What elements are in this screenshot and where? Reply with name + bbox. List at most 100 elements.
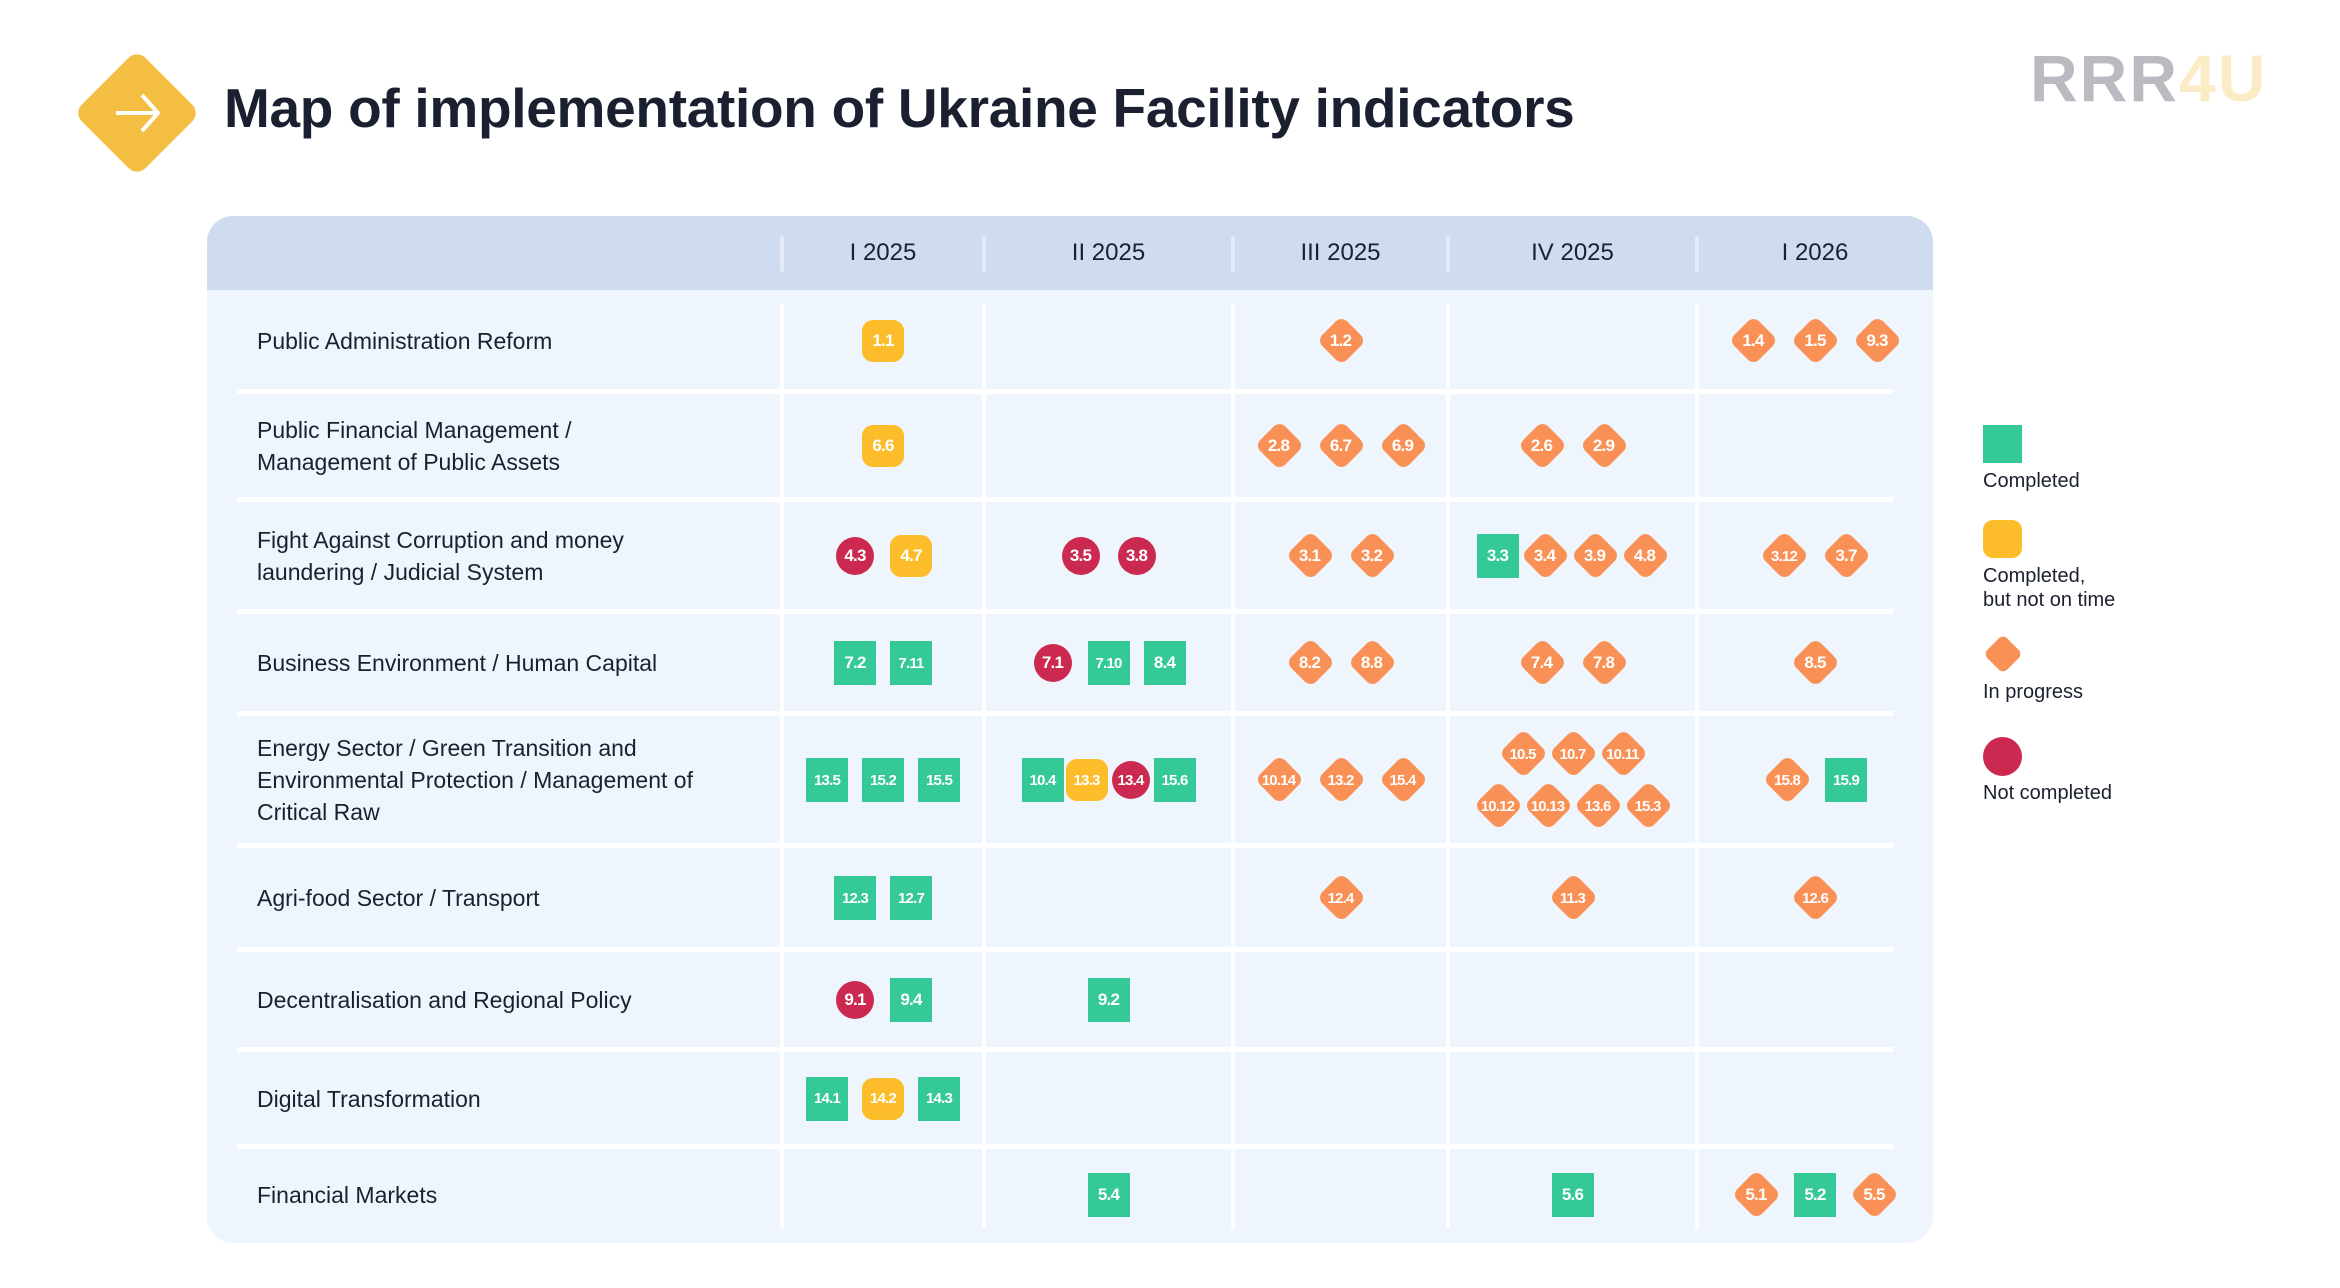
indicator-badge[interactable]: 15.4 [1378,754,1428,806]
status-notdone-marker [1033,644,1072,682]
indicator-badge[interactable]: 15.9 [1825,758,1867,802]
indicator-badge[interactable]: 4.8 [1620,530,1670,582]
indicator-badge[interactable]: 4.7 [890,534,932,578]
table-cell: 3.3 3.4 3.9 4.8 [1454,500,1691,612]
indicator-badge[interactable]: 9.3 [1852,315,1903,367]
indicator-id: 3.9 [1583,546,1606,565]
indicator-id: 1.1 [872,331,894,350]
indicator-badge[interactable]: 13.2 [1316,754,1366,806]
indicator-badge[interactable]: 5.4 [1087,1173,1130,1217]
indicator-badge[interactable]: 3.9 [1570,530,1620,582]
indicator-id: 7.11 [898,654,924,672]
status-completed-marker [890,876,932,920]
indicator-id: 10.12 [1480,797,1515,815]
indicator-badge[interactable]: 5.5 [1849,1169,1900,1221]
indicator-id: 6.9 [1391,436,1414,455]
table-cell [1454,1050,1691,1147]
indicator-badge[interactable]: 3.3 [1476,534,1519,578]
indicator-badge[interactable]: 3.7 [1821,530,1872,582]
indicator-badge[interactable]: 5.6 [1551,1173,1594,1217]
indicator-badge[interactable]: 7.8 [1579,637,1629,689]
indicator-id: 12.4 [1327,889,1355,907]
indicator-badge[interactable]: 5.1 [1731,1169,1782,1221]
table-cell [1703,950,1927,1050]
indicator-badge[interactable]: 8.8 [1347,637,1397,689]
table-cell [990,392,1227,500]
indicator-badge[interactable]: 3.5 [1060,534,1102,578]
indicator-badge[interactable]: 14.3 [918,1076,960,1121]
indicator-badge[interactable]: 14.2 [862,1077,904,1121]
table-cell: 1.2 [1239,290,1442,392]
indicator-badge[interactable]: 10.14 [1254,754,1304,806]
column-divider [1695,304,1699,1229]
header-column-divider [1446,236,1450,272]
table-cell [1703,1050,1927,1147]
indicator-badge[interactable]: 9.1 [834,978,876,1022]
indicator-badge[interactable]: 3.4 [1520,530,1570,582]
indicator-badge[interactable]: 14.1 [806,1076,848,1121]
status-completed-marker [834,876,876,920]
indicator-badge[interactable]: 15.3 [1623,780,1673,832]
indicator-badge[interactable]: 11.3 [1548,872,1598,924]
indicator-badge[interactable]: 10.5 [1498,728,1548,780]
indicator-badge[interactable]: 13.5 [806,758,848,802]
indicator-badge[interactable]: 2.6 [1517,420,1567,472]
table-cell [1703,392,1927,500]
indicator-badge[interactable]: 1.2 [1316,315,1366,367]
indicator-badge[interactable]: 6.7 [1316,420,1366,472]
indicator-badge[interactable]: 3.12 [1759,530,1810,582]
indicator-badge[interactable]: 1.1 [862,319,904,363]
indicator-badge[interactable]: 8.2 [1285,637,1335,689]
indicator-badge[interactable]: 12.3 [834,876,876,920]
indicator-id: 10.4 [1029,771,1057,789]
table-cell [1239,1050,1442,1147]
indicator-badge[interactable]: 10.12 [1473,780,1523,832]
indicator-badge[interactable]: 6.6 [862,424,904,468]
legend-swatch-late [1983,520,2022,558]
column-header: I 2026 [1781,239,1849,266]
indicator-badge[interactable]: 3.2 [1347,530,1397,582]
indicator-badge[interactable]: 15.2 [862,758,904,802]
indicator-badge[interactable]: 7.10 [1087,641,1130,685]
indicator-badge[interactable]: 5.2 [1794,1173,1836,1217]
table-cell: 3.12 3.7 [1703,500,1927,612]
indicator-badge[interactable]: 1.5 [1790,315,1841,367]
indicator-badge[interactable]: 2.8 [1254,420,1304,472]
indicator-badge[interactable]: 6.9 [1378,420,1428,472]
indicator-id: 3.3 [1486,546,1509,565]
indicator-badge[interactable]: 7.1 [1032,641,1074,685]
status-completed-marker [918,1076,960,1121]
indicator-badge[interactable]: 12.7 [890,876,932,920]
indicator-badge[interactable]: 13.6 [1573,780,1623,832]
indicator-badge[interactable]: 3.8 [1116,534,1158,578]
indicator-id: 12.6 [1802,889,1829,907]
indicator-badge[interactable]: 12.4 [1316,872,1366,924]
indicator-badge[interactable]: 13.4 [1110,758,1152,802]
indicator-id: 13.5 [814,771,841,789]
status-notdone-marker [1117,537,1156,575]
indicator-badge[interactable]: 7.11 [890,641,932,685]
indicator-badge[interactable]: 7.4 [1517,637,1567,689]
indicator-badge[interactable]: 12.6 [1790,872,1841,924]
table-cell: 7.1 7.10 8.4 [990,612,1227,714]
indicator-badge[interactable]: 10.11 [1598,728,1648,780]
indicator-badge[interactable]: 10.4 [1021,758,1064,802]
indicator-badge[interactable]: 10.13 [1523,780,1573,832]
indicator-badge[interactable]: 15.8 [1762,754,1813,806]
indicator-badge[interactable]: 8.4 [1143,641,1186,685]
indicator-badge[interactable]: 2.9 [1579,420,1629,472]
indicator-id: 14.1 [814,1090,841,1107]
indicator-badge[interactable]: 9.4 [890,978,932,1022]
indicator-badge[interactable]: 15.6 [1153,758,1196,802]
indicator-id: 13.4 [1117,771,1145,789]
indicator-badge[interactable]: 3.1 [1285,530,1335,582]
indicator-badge[interactable]: 4.3 [834,534,876,578]
indicator-badge[interactable]: 9.2 [1087,978,1130,1022]
indicator-badge[interactable]: 7.2 [834,641,876,685]
indicator-id: 4.8 [1633,546,1656,565]
indicator-badge[interactable]: 10.7 [1548,728,1598,780]
indicator-badge[interactable]: 15.5 [918,758,960,802]
indicator-badge[interactable]: 13.3 [1065,758,1108,802]
indicator-badge[interactable]: 8.5 [1790,637,1841,689]
indicator-badge[interactable]: 1.4 [1728,315,1779,367]
